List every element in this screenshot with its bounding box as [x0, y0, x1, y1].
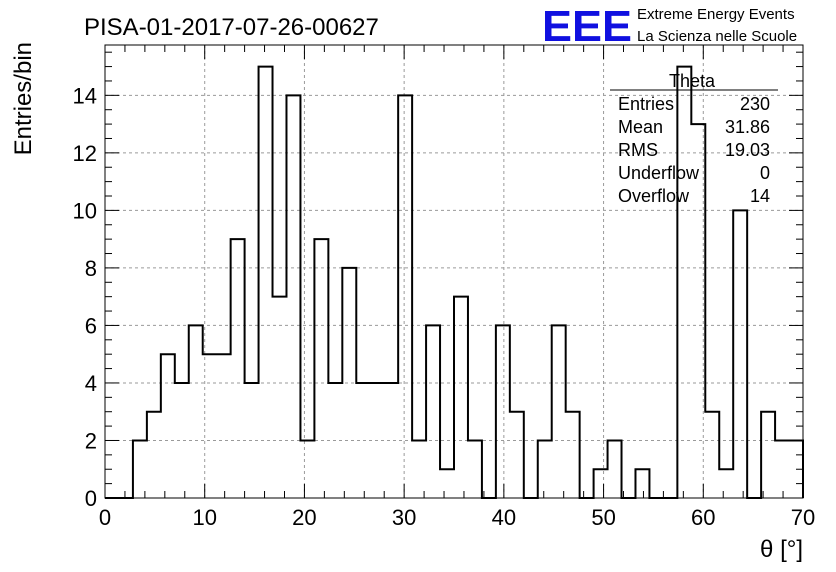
- stats-row-label: Entries: [618, 94, 674, 114]
- x-tick-label: 10: [192, 505, 216, 530]
- x-tick-label: 50: [591, 505, 615, 530]
- y-tick-label: 2: [85, 428, 97, 453]
- y-tick-label: 6: [85, 313, 97, 338]
- y-tick-label: 10: [73, 198, 97, 223]
- y-tick-label: 0: [85, 486, 97, 511]
- plot-frame: [104, 44, 804, 499]
- stats-row-label: Mean: [618, 117, 663, 137]
- stats-box-title: Theta: [669, 71, 716, 91]
- x-axis-label: θ [°]: [760, 536, 803, 563]
- stats-row-label: Overflow: [618, 186, 690, 206]
- stats-row-label: RMS: [618, 140, 658, 160]
- stats-row-value: 230: [740, 94, 770, 114]
- logo-line2: La Scienza nelle Scuole: [637, 28, 797, 45]
- x-tick-label: 60: [691, 505, 715, 530]
- stats-row-value: 19.03: [725, 140, 770, 160]
- x-tick-label: 30: [392, 505, 416, 530]
- y-tick-label: 14: [73, 83, 97, 108]
- histogram-outline: [105, 65, 804, 499]
- stats-row-value: 31.86: [725, 117, 770, 137]
- y-tick-label: 4: [85, 371, 97, 396]
- y-axis-ticks: 0 2 4 6 8 10 12 14: [73, 51, 803, 511]
- y-tick-label: 12: [73, 141, 97, 166]
- x-tick-label: 70: [791, 505, 815, 530]
- logo-line1: Extreme Energy Events: [637, 6, 795, 23]
- x-tick-label: 40: [492, 505, 516, 530]
- x-tick-label: 0: [99, 505, 111, 530]
- y-tick-label: 8: [85, 256, 97, 281]
- eee-logo: EEE Extreme Energy Events La Scienza nel…: [542, 2, 797, 51]
- stats-box: Theta Entries 230 Mean 31.86 RMS 19.03 Underfl…: [610, 71, 778, 206]
- logo-letters: EEE: [542, 2, 632, 51]
- y-axis-label: Entries/bin: [10, 42, 37, 155]
- histogram-bins: [105, 65, 804, 499]
- stats-row-value: 0: [760, 163, 770, 183]
- stats-row-label: Underflow: [618, 163, 700, 183]
- x-tick-label: 20: [292, 505, 316, 530]
- run-title: PISA-01-2017-07-26-00627: [84, 14, 379, 41]
- stats-row-value: 14: [750, 186, 770, 206]
- x-axis-ticks: 0 10 20 30 40 50 60 70: [99, 45, 815, 530]
